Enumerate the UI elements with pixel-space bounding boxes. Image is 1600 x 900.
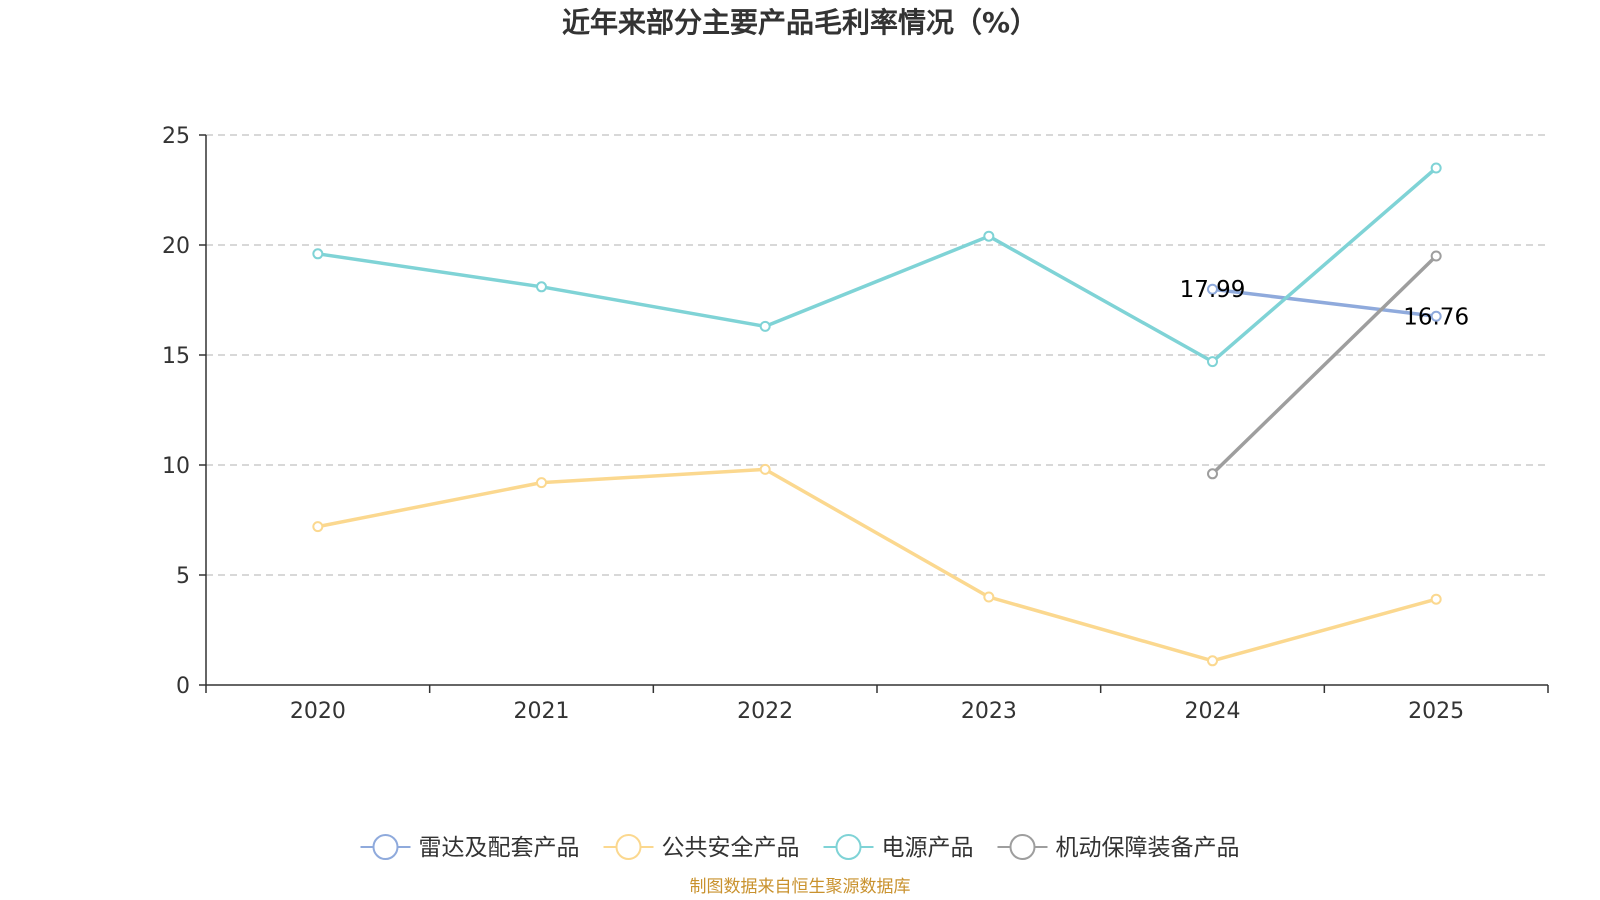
legend-marker [615,834,642,860]
data-point[interactable] [1207,655,1218,667]
legend-marker [1009,834,1036,860]
data-point[interactable] [536,281,547,293]
legend-label: 公共安全产品 [662,835,800,861]
series-line [317,166,1438,364]
data-point[interactable] [312,521,324,533]
legend-item[interactable]: 雷达及配套产品 [360,834,580,861]
x-tick-label: 2025 [1408,699,1464,724]
data-point[interactable] [312,248,324,260]
data-point[interactable] [983,591,995,603]
legend[interactable]: 雷达及配套产品 公共安全产品 电源产品 机动保障装备产品 [360,834,1240,861]
y-tick-label: 5 [176,564,190,589]
y-tick-label: 20 [162,234,190,259]
series-1 [312,463,1442,667]
data-point[interactable] [536,477,547,489]
data-point[interactable] [1430,310,1442,322]
series-line [1211,254,1438,476]
y-tick-label: 0 [176,674,190,699]
data-labels: 17.99 16.76 [1180,277,1470,330]
data-point[interactable] [759,463,771,475]
legend-item[interactable]: 公共安全产品 [603,834,800,861]
x-tick-label: 2021 [514,699,570,724]
series-0 [1207,283,1442,322]
data-point[interactable] [1430,162,1442,174]
legend-marker [835,834,862,860]
series-3 [1207,250,1442,480]
data-point[interactable] [983,230,995,242]
data-point[interactable] [1207,468,1218,480]
data-point[interactable] [1207,356,1218,368]
series-2 [312,162,1442,368]
legend-label: 机动保障装备产品 [1056,835,1240,861]
x-tick-label: 2022 [737,699,793,724]
chart-title: 近年来部分主要产品毛利率情况（%） [562,6,1038,39]
y-tick-label: 15 [162,344,190,369]
legend-item[interactable]: 电源产品 [823,834,974,861]
data-point[interactable] [759,320,771,332]
data-label: 16.76 [1403,304,1469,330]
y-tick-label: 10 [162,454,190,479]
grid-lines [206,134,1548,576]
legend-label: 雷达及配套产品 [419,835,580,861]
data-label: 17.99 [1180,277,1246,303]
data-point[interactable] [1207,283,1218,295]
source-note: 制图数据来自恒生聚源数据库 [690,877,911,897]
y-tick-label: 25 [162,124,190,149]
x-tick-label: 2020 [290,699,346,724]
legend-item[interactable]: 机动保障装备产品 [997,834,1240,861]
legend-marker [372,834,399,860]
x-tick-label: 2023 [961,699,1017,724]
x-tick-label: 2024 [1185,699,1241,724]
series-line [1212,287,1437,319]
legend-label: 电源产品 [882,835,974,861]
series-line [317,467,1437,663]
series-lines [312,162,1442,667]
data-point[interactable] [1430,593,1442,605]
data-point[interactable] [1430,250,1442,262]
